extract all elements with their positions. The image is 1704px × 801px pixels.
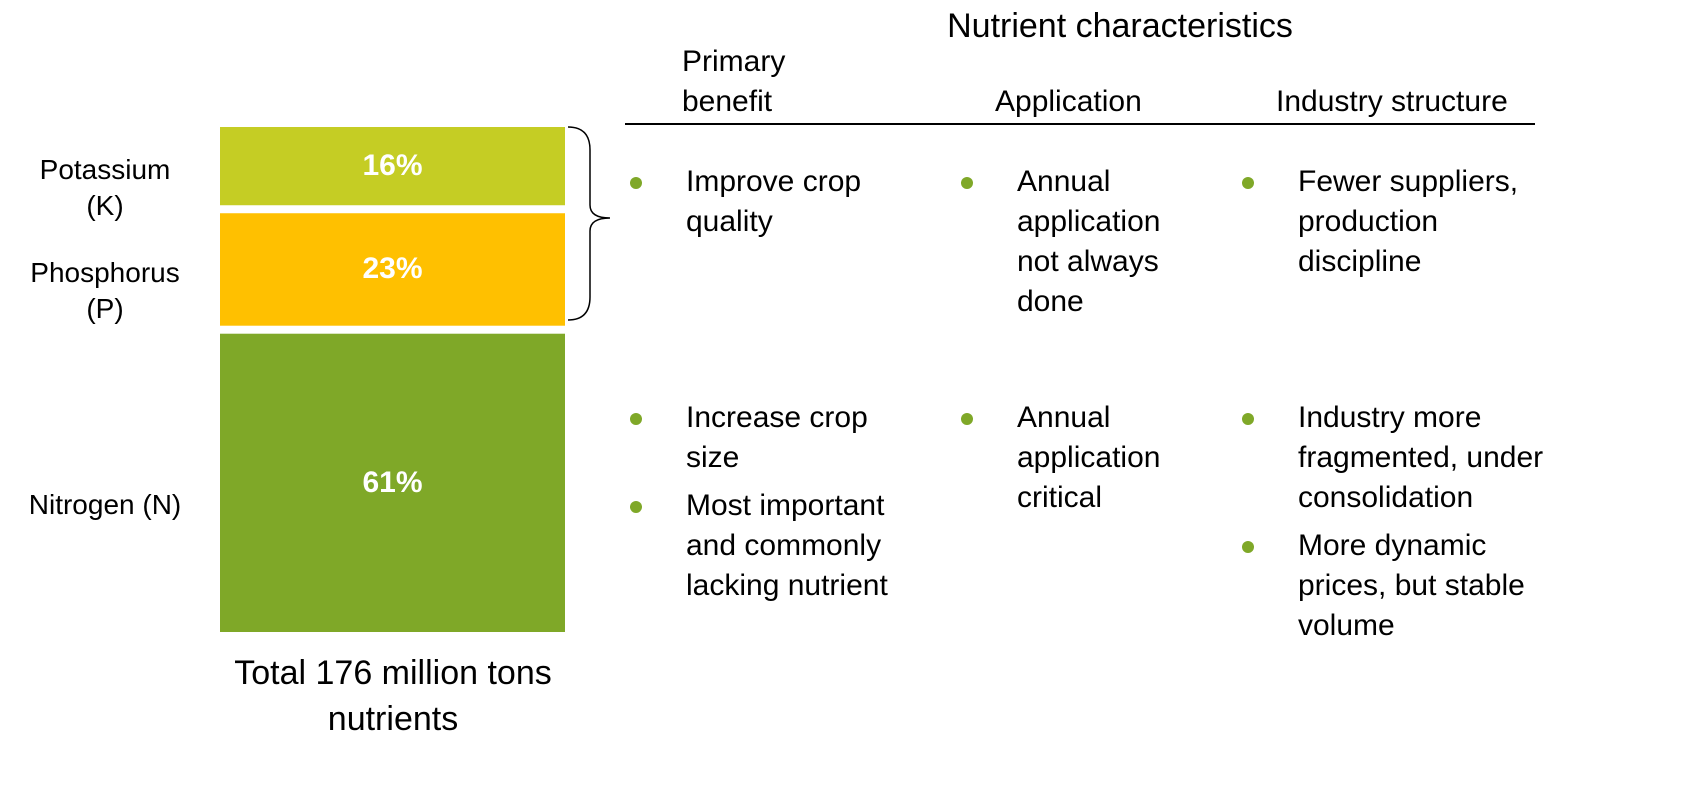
brace (567, 126, 611, 321)
bar-segment (220, 213, 565, 326)
bullet-item: Increase crop size (630, 398, 926, 478)
value-label: 23% (362, 252, 423, 286)
value-label: 16% (362, 149, 423, 183)
bar-segment (220, 127, 565, 206)
column-header: Industry structure (1276, 85, 1508, 118)
bullet-item: Industry more fragmented, under consolid… (1242, 398, 1560, 518)
column-header: Primary benefit (682, 45, 786, 118)
bullet-list: Improve crop quality (630, 162, 926, 250)
bullet-list: Increase crop size Most important and com… (630, 398, 926, 614)
bullet-list: Annual application not always done (961, 162, 1197, 330)
bullet-item: Annual application not always done (961, 162, 1197, 322)
bullet-list: Industry more fragmented, under consolid… (1242, 398, 1560, 654)
value-label: 61% (362, 465, 423, 499)
bullet-item: Most important and commonly lacking nutr… (630, 486, 926, 606)
bullet-list: Annual application critical (961, 398, 1197, 526)
caption: Total 176 million tons nutrients (234, 654, 552, 738)
bullet-item: Annual application critical (961, 398, 1197, 518)
bullet-item: Improve crop quality (630, 162, 926, 242)
table-title: Nutrient characteristics (947, 7, 1293, 45)
bar-segment (220, 333, 565, 632)
column-header: Application (995, 85, 1142, 118)
bullet-item: More dynamic prices, but stable volume (1242, 526, 1560, 646)
bullet-item: Fewer suppliers, production discipline (1242, 162, 1560, 282)
bullet-list: Fewer suppliers, production discipline (1242, 162, 1560, 290)
segment-name: Nitrogen (N) (28, 488, 182, 520)
segment-name: Potassium (K) (39, 154, 171, 222)
segment-name: Phosphorus (P) (30, 257, 180, 325)
